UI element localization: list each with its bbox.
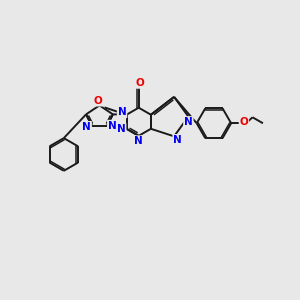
- Text: N: N: [82, 122, 91, 132]
- Text: N: N: [117, 124, 125, 134]
- Text: N: N: [184, 117, 193, 127]
- Text: O: O: [135, 78, 144, 88]
- Text: N: N: [108, 121, 117, 130]
- Text: O: O: [239, 117, 248, 128]
- Text: N: N: [134, 136, 143, 146]
- Text: N: N: [118, 107, 126, 117]
- Text: O: O: [94, 96, 102, 106]
- Text: N: N: [173, 135, 182, 145]
